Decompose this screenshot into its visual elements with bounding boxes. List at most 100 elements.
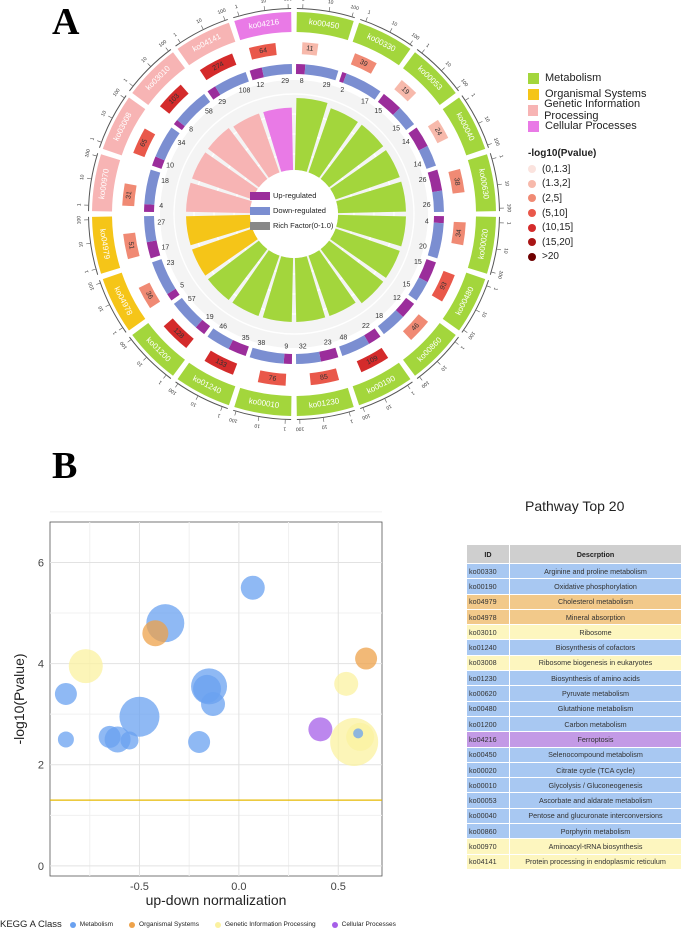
background-count-label: 38 xyxy=(452,177,460,186)
table-row: ko00040 Pentose and glucuronate interconv… xyxy=(466,807,682,825)
outer-axis-tick-label: 1 xyxy=(505,222,511,225)
outer-axis-tick xyxy=(348,412,351,417)
outer-axis-tick xyxy=(365,17,368,22)
y-tick-label: 6 xyxy=(38,557,44,569)
outer-axis-tick-label: 100 xyxy=(119,340,129,350)
pvalue-legend-item: (15,20] xyxy=(528,235,596,250)
background-count-bar xyxy=(248,43,277,60)
rich-factor-wedge xyxy=(320,240,384,304)
outer-axis-tick-label: 100 xyxy=(466,330,476,340)
background-count-bar xyxy=(448,168,465,194)
table-cell-description: Selenocompound metabolism xyxy=(509,746,682,763)
bubble-point xyxy=(308,717,333,742)
outer-axis-tick xyxy=(486,285,491,288)
bubble-legend-item: Cellular Processes xyxy=(331,921,396,928)
inner-grid-ring xyxy=(193,113,395,315)
outer-axis-tick xyxy=(105,304,110,307)
outer-axis-tick-label: 100 xyxy=(112,87,122,97)
bubble-legend-dot xyxy=(129,921,136,928)
background-count-bar xyxy=(356,347,389,373)
up-count-label: 4 xyxy=(425,218,429,225)
outer-axis-tick xyxy=(108,115,112,119)
down-count-label: 29 xyxy=(323,82,331,89)
bubble-point xyxy=(120,731,139,750)
outer-axis-line xyxy=(175,18,228,47)
background-count-label: 39 xyxy=(358,59,368,69)
outer-axis-tick-label: 1 xyxy=(112,330,119,336)
outer-axis-tick-label: 10 xyxy=(78,241,85,248)
pathway-id-band xyxy=(132,323,185,376)
outer-axis-tick xyxy=(220,406,223,411)
x-axis-label: up-down normalization xyxy=(146,892,287,908)
up-regulated-segment xyxy=(339,72,347,83)
bubble-legend-dot xyxy=(331,921,338,928)
outer-axis-line xyxy=(360,381,413,410)
table-cell-id: ko00970 xyxy=(466,838,510,855)
outer-axis-tick xyxy=(127,339,132,343)
outer-axis-tick-label: 10 xyxy=(97,305,105,313)
up-regulated-segment xyxy=(295,64,306,75)
pathway-id-band xyxy=(352,22,411,66)
outer-axis-tick-label: 1 xyxy=(492,287,499,292)
outer-axis-tick-label: 10 xyxy=(327,0,334,6)
outer-axis-tick-label: 10 xyxy=(100,110,108,118)
outer-axis-tick-label: 10 xyxy=(79,174,86,181)
outer-axis-tick-label: 1 xyxy=(90,136,97,141)
up-count-label: 10 xyxy=(166,163,174,170)
outer-axis-tick-label: 1 xyxy=(216,412,221,419)
table-row: ko00480 Glutathione metabolism xyxy=(466,700,682,717)
outer-axis-tick xyxy=(437,361,441,365)
down-count-label: 48 xyxy=(339,334,347,341)
outer-axis-tick xyxy=(118,327,123,331)
outer-axis-tick-label: 1 xyxy=(157,379,163,386)
up-legend-label: Up-regulated xyxy=(273,191,316,200)
table-row: ko04141 Protein processing in endoplasmic… xyxy=(466,853,682,870)
down-regulated-segment xyxy=(408,277,428,301)
outer-axis-tick xyxy=(257,416,260,421)
rich-factor-wedge xyxy=(330,228,400,278)
outer-axis-tick xyxy=(323,417,325,422)
table-header-id: ID xyxy=(466,544,510,564)
pathway-id-band xyxy=(92,216,121,274)
background-count-label: 51 xyxy=(127,241,135,250)
outer-axis-tick-label: 10 xyxy=(190,400,198,408)
class-legend-label: Organismal Systems xyxy=(545,88,647,100)
bubble-point xyxy=(119,696,160,737)
outer-axis-tick-label: 10 xyxy=(503,180,510,187)
background-count-bar xyxy=(159,84,189,114)
class-legend-item: Genetic Information Processing xyxy=(528,98,685,122)
class-swatch xyxy=(528,72,539,84)
outer-axis-tick-label: 100 xyxy=(158,39,168,49)
down-regulated-segment xyxy=(152,259,176,295)
up-count-label: 2 xyxy=(340,87,344,94)
outer-axis-tick xyxy=(492,157,497,160)
outer-axis-line xyxy=(233,8,292,19)
outer-axis-tick xyxy=(476,309,480,313)
down-legend-swatch xyxy=(250,207,270,215)
down-regulated-segment xyxy=(339,335,370,356)
down-count-label: 17 xyxy=(361,98,369,105)
down-regulated-segment xyxy=(261,64,293,78)
outer-axis-tick-label: 100 xyxy=(284,0,293,3)
table-cell-id: ko00450 xyxy=(466,746,510,763)
background-count-label: 36 xyxy=(144,290,154,300)
kegg-class-legend: Metabolism Organismal Systems Genetic Info… xyxy=(528,70,685,134)
rich-factor-wedge xyxy=(336,181,406,214)
table-header-description: Descrption xyxy=(509,544,682,564)
outer-axis-tick-label: 10 xyxy=(502,247,509,254)
table-cell-id: ko03008 xyxy=(466,654,510,672)
rich-factor-wedge xyxy=(308,250,356,316)
up-regulated-segment xyxy=(418,259,436,283)
outer-axis-line xyxy=(489,216,500,275)
down-count-label: 15 xyxy=(403,282,411,289)
outer-axis-tick-label: 10 xyxy=(195,17,203,25)
rich-factor-wedge xyxy=(232,250,280,316)
up-count-label: 19 xyxy=(206,314,214,321)
outer-axis-tick-label: 100 xyxy=(410,32,420,42)
down-regulated-segment xyxy=(144,215,157,243)
outer-axis-line xyxy=(98,280,127,333)
bubble-point xyxy=(188,730,211,753)
class-legend-label: Metabolism xyxy=(545,72,602,84)
bubble-legend-label: Genetic Information Processing xyxy=(224,921,316,928)
x-tick-label: 0.0 xyxy=(231,881,246,893)
